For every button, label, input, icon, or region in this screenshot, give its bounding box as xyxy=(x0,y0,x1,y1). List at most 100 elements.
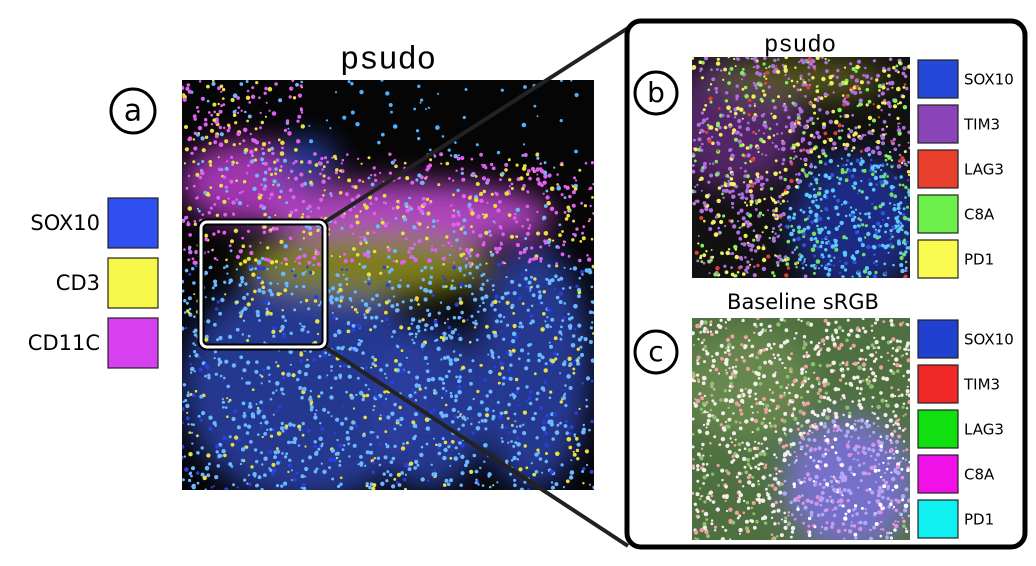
cell xyxy=(279,239,284,244)
cell xyxy=(294,159,298,163)
cell xyxy=(302,230,306,234)
cell xyxy=(694,537,697,540)
cell xyxy=(242,259,248,264)
cell xyxy=(738,125,742,129)
cell xyxy=(371,486,376,490)
cell xyxy=(792,379,797,384)
cell xyxy=(904,487,909,492)
cell xyxy=(477,483,480,486)
cell xyxy=(803,376,807,380)
cell xyxy=(776,480,781,485)
cell xyxy=(705,349,708,353)
cell xyxy=(753,102,756,106)
cell xyxy=(754,199,758,203)
cell xyxy=(857,463,862,467)
cell xyxy=(300,474,305,479)
cell xyxy=(853,215,857,219)
cell xyxy=(417,239,422,244)
cell xyxy=(368,274,371,277)
cell xyxy=(197,414,201,418)
cell xyxy=(729,538,732,540)
cell xyxy=(726,105,731,110)
cell xyxy=(756,245,761,250)
cell xyxy=(525,466,529,470)
cell xyxy=(798,431,803,437)
cell xyxy=(418,387,422,391)
cell xyxy=(877,94,881,98)
cell xyxy=(772,373,777,378)
cell xyxy=(888,104,892,109)
cell xyxy=(850,524,854,528)
cell xyxy=(459,286,463,289)
cell xyxy=(852,508,855,512)
cell xyxy=(846,318,850,322)
cell xyxy=(778,175,783,180)
cell xyxy=(827,428,830,431)
cell xyxy=(807,354,811,358)
cell xyxy=(292,436,298,442)
cell xyxy=(748,263,752,266)
cell xyxy=(771,230,774,233)
cell xyxy=(807,477,812,482)
cell xyxy=(257,278,262,283)
cell xyxy=(234,435,239,440)
cell xyxy=(854,69,858,73)
cell xyxy=(352,346,357,351)
cell xyxy=(697,242,700,245)
legend-swatch xyxy=(917,409,959,449)
cell xyxy=(417,329,421,333)
cell xyxy=(211,249,214,252)
cell xyxy=(574,92,579,98)
cell xyxy=(405,356,408,359)
cell xyxy=(729,381,733,386)
cell xyxy=(834,205,839,210)
cell xyxy=(735,454,740,459)
cell xyxy=(207,376,211,380)
cell xyxy=(706,473,709,477)
cell xyxy=(522,423,525,426)
cell xyxy=(843,537,846,540)
cell xyxy=(757,467,761,471)
cell xyxy=(570,80,573,82)
cell xyxy=(854,504,858,508)
cell xyxy=(879,444,884,449)
cell xyxy=(398,405,402,410)
cell xyxy=(334,91,338,94)
cell xyxy=(808,62,811,65)
cell xyxy=(877,346,881,350)
cell xyxy=(719,219,724,225)
cell xyxy=(802,437,806,441)
cell xyxy=(788,357,792,361)
cell xyxy=(445,161,450,166)
cell xyxy=(492,356,495,360)
tissue-region xyxy=(272,137,339,187)
cell xyxy=(519,487,525,490)
cell xyxy=(705,402,708,406)
cell xyxy=(742,456,747,462)
cell xyxy=(446,318,450,321)
cell xyxy=(832,513,837,518)
cell xyxy=(767,484,771,487)
cell xyxy=(886,100,891,106)
cell xyxy=(443,440,448,445)
cell xyxy=(779,216,782,219)
cell xyxy=(785,450,790,455)
cell xyxy=(766,254,771,259)
cell xyxy=(317,447,321,451)
cell xyxy=(400,262,403,265)
cell xyxy=(209,128,215,133)
cell xyxy=(696,361,700,366)
cell xyxy=(572,367,576,371)
cell xyxy=(896,86,901,92)
cell xyxy=(745,500,750,505)
cell xyxy=(314,295,319,300)
cell xyxy=(856,326,859,329)
cell xyxy=(426,362,429,365)
cell xyxy=(882,66,886,71)
cell xyxy=(758,451,764,456)
cell xyxy=(900,467,904,471)
cell xyxy=(796,505,800,509)
cell xyxy=(238,262,243,266)
cell xyxy=(414,332,418,336)
cell xyxy=(463,274,466,277)
